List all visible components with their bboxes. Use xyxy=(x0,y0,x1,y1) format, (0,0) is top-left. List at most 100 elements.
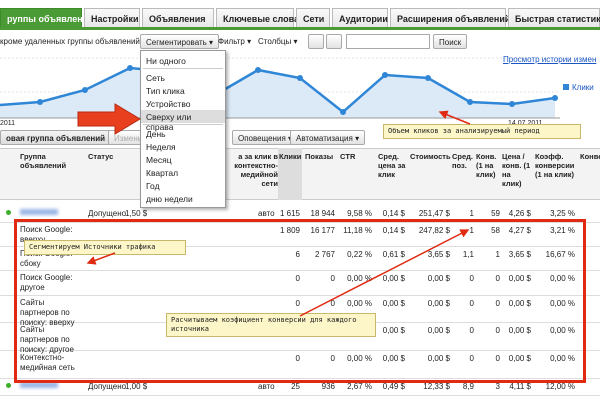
menu-item[interactable]: дню недели xyxy=(146,194,193,204)
cell: 0,49 $ xyxy=(382,382,405,391)
row-line xyxy=(0,246,600,247)
cell: 3,65 $ xyxy=(427,250,450,259)
segment-button[interactable]: Сегментировать xyxy=(140,34,220,49)
cell: 0,61 $ xyxy=(382,250,405,259)
column-header[interactable]: CTR xyxy=(340,152,356,161)
row-network-bid: авто xyxy=(258,382,275,391)
cell: 0 xyxy=(330,274,335,283)
menu-item[interactable]: Ни одного xyxy=(146,56,186,66)
automation-button[interactable]: Автоматизация xyxy=(290,130,366,145)
column-header[interactable]: Стоимость xyxy=(410,152,451,161)
cell: 6 xyxy=(295,250,300,259)
column-header[interactable]: Сред. цена за клик xyxy=(378,152,406,179)
cell: 16 177 xyxy=(310,226,335,235)
menu-item[interactable]: Устройство xyxy=(146,99,191,109)
highlight-box xyxy=(14,219,586,383)
cell: 25 xyxy=(291,382,300,391)
cell: 0,14 $ xyxy=(382,226,405,235)
cell: 1 xyxy=(469,209,474,218)
column-header[interactable]: Коэфф. конверсии (1 на клик) xyxy=(535,152,575,179)
tab[interactable]: Аудитории xyxy=(332,8,388,28)
columns-select[interactable]: Столбцы xyxy=(258,37,297,46)
cell: 0 xyxy=(469,354,474,363)
download-button[interactable] xyxy=(326,34,342,49)
menu-item[interactable]: Сверху или справа xyxy=(141,110,225,132)
column-header[interactable]: Конве xyxy=(580,152,600,161)
row-line xyxy=(0,270,600,271)
row-line xyxy=(0,378,600,379)
cell: 0 xyxy=(330,299,335,308)
cell: 0,00 % xyxy=(550,354,575,363)
cell: 0,00 $ xyxy=(382,274,405,283)
tab[interactable]: Настройки xyxy=(84,8,140,28)
menu-item[interactable]: День xyxy=(146,129,166,139)
chart-button[interactable] xyxy=(308,34,324,49)
cell: 2,67 % xyxy=(347,382,372,391)
status-dot xyxy=(6,210,11,215)
cell: 0,00 $ xyxy=(427,274,450,283)
filter-select[interactable]: Фильтр xyxy=(218,37,251,46)
cell: 936 xyxy=(321,382,335,391)
row-network-bid: авто xyxy=(258,209,275,218)
cell: 0,00 % xyxy=(347,354,372,363)
row-status: Допущено xyxy=(88,209,127,218)
cell: 0,00 $ xyxy=(382,326,405,335)
column-header[interactable]: Группа объявлений xyxy=(20,152,67,170)
cell: 4,27 $ xyxy=(508,226,531,235)
view-select[interactable]: кроме удаленных группы объявлений xyxy=(0,37,146,46)
history-link[interactable]: Просмотр истории измен xyxy=(503,55,597,64)
cell: 0,00 $ xyxy=(382,354,405,363)
row-name: Контекстно-медийная сеть xyxy=(20,353,75,372)
cell: 0 xyxy=(295,354,300,363)
cell: 0,00 $ xyxy=(508,274,531,283)
cell: 0 xyxy=(469,274,474,283)
menu-item[interactable]: Сеть xyxy=(146,73,165,83)
menu-item[interactable]: Месяц xyxy=(146,155,172,165)
cell: 12,00 % xyxy=(545,382,575,391)
cell: 2 767 xyxy=(314,250,335,259)
tab[interactable]: Расширения объявлений xyxy=(390,8,510,28)
date-end: 14.07.2011 xyxy=(508,120,543,127)
tab[interactable]: Ключевые слова xyxy=(216,8,299,28)
column-header[interactable]: Цена / конв. (1 на клик) xyxy=(502,152,531,188)
search-button[interactable]: Поиск xyxy=(433,34,468,49)
row-line xyxy=(0,222,600,223)
cell: 0,00 % xyxy=(550,299,575,308)
menu-item[interactable]: Неделя xyxy=(146,142,176,152)
cell: 3,25 % xyxy=(550,209,575,218)
column-header[interactable]: Конв. (1 на клик) xyxy=(476,152,497,179)
cell: 247,82 $ xyxy=(418,226,450,235)
column-header[interactable]: Сред. поз. xyxy=(452,152,474,170)
tab[interactable]: Сети xyxy=(296,8,330,28)
menu-separator xyxy=(143,124,223,125)
cell: 0 xyxy=(495,354,500,363)
menu-separator xyxy=(143,68,223,69)
column-header[interactable]: а за клик в контекстно-медийной сети xyxy=(234,152,278,188)
search-input[interactable] xyxy=(346,34,430,49)
cell: 1,1 xyxy=(462,250,474,259)
cell: 59 xyxy=(491,209,500,218)
menu-item[interactable]: Квартал xyxy=(146,168,179,178)
cell: 0 xyxy=(295,299,300,308)
tab[interactable]: Объявления xyxy=(142,8,214,28)
cell: 11,18 % xyxy=(343,226,372,235)
blurred-name xyxy=(20,209,58,215)
column-header[interactable]: Клики xyxy=(279,152,302,161)
column-header[interactable]: Статус xyxy=(88,152,114,161)
menu-item[interactable]: Тип клика xyxy=(146,86,185,96)
row-name: Поиск Google: вверху xyxy=(20,225,73,244)
column-header[interactable]: Показы xyxy=(305,152,334,161)
cell: 4,11 $ xyxy=(509,382,531,391)
cell: 16,67 % xyxy=(545,250,575,259)
cell: 0,00 % xyxy=(550,326,575,335)
cell: 251,47 $ xyxy=(418,209,450,218)
menu-item[interactable]: Год xyxy=(146,181,160,191)
cell: 0 xyxy=(469,299,474,308)
row-name: Сайты партнеров по поиску: вверху xyxy=(20,298,75,327)
row-max-cpc: 1,00 $ xyxy=(125,382,148,391)
tab[interactable]: руппы объявлений xyxy=(0,8,94,28)
row-name: Сайты партнеров по поиску: другое xyxy=(20,325,74,354)
cell: 58 xyxy=(491,226,500,235)
